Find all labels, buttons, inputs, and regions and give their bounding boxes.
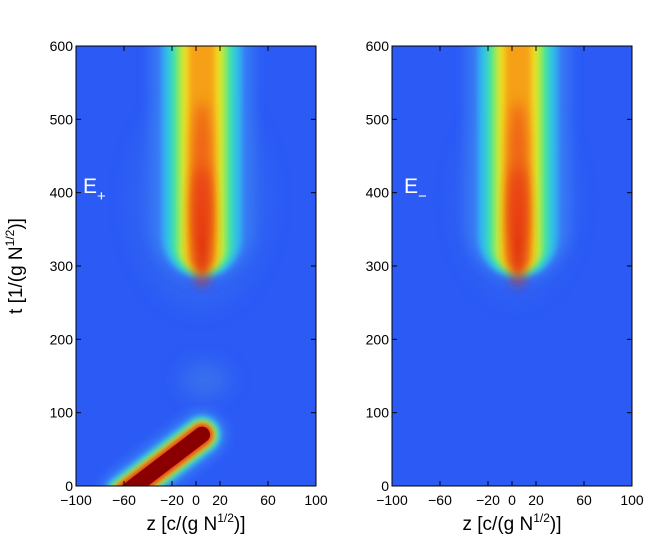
- y-tick-label: 300: [366, 258, 390, 274]
- x-tick-label: 20: [528, 492, 544, 508]
- x-tick-label: 0: [508, 492, 516, 508]
- y-tick-label: 100: [366, 405, 390, 421]
- panel-left: −100 −60 −20 0 20 60 100 0 100 200 300 400 500 600 E+…: [3, 38, 328, 535]
- y-tick-label: 300: [50, 258, 74, 274]
- x-axis-label-right: z [c/(g N1/2)]: [462, 511, 561, 535]
- x-tick-label: 20: [212, 492, 228, 508]
- y-axis-label: t [1/(g N1/2)]: [3, 218, 27, 314]
- beam-left: [150, 46, 254, 286]
- x-tick-label: −20: [476, 492, 500, 508]
- y-tick-label: 600: [50, 38, 74, 54]
- x-tick-label: 100: [304, 492, 328, 508]
- x-tick-label: −100: [60, 492, 92, 508]
- panel-right: −100 −60 −20 0 20 60 100 0 100 200 300 400 500 600 E−…: [366, 38, 644, 535]
- ticks-left: −100 −60 −20 0 20 60 100 0 100 200 300 400 500 600: [50, 38, 328, 508]
- pulse-left: [101, 410, 226, 486]
- y-tick-label: 200: [366, 331, 390, 347]
- pulse-contour: [121, 426, 210, 486]
- y-tick-label: 100: [50, 405, 74, 421]
- y-tick-label: 0: [381, 478, 389, 494]
- x-tick-label: −60: [428, 492, 452, 508]
- beam-core-upper: [193, 101, 211, 241]
- x-tick-label: −20: [160, 492, 184, 508]
- x-tick-label: −100: [376, 492, 408, 508]
- panel-label-left: E+: [83, 175, 106, 205]
- x-tick-label: 100: [620, 492, 644, 508]
- y-tick-label: 500: [50, 111, 74, 127]
- y-tick-label: 500: [366, 111, 390, 127]
- beam-core-upper: [509, 101, 527, 241]
- x-tick-label: 60: [260, 492, 276, 508]
- heatmap-left: [101, 46, 270, 486]
- beam-right: [466, 46, 570, 286]
- x-tick-label: 60: [576, 492, 592, 508]
- ticks-right: −100 −60 −20 0 20 60 100 0 100 200 300 400 500 600: [366, 38, 644, 508]
- y-tick-label: 600: [366, 38, 390, 54]
- y-tick-label: 400: [366, 185, 390, 201]
- x-axis-label-left: z [c/(g N1/2)]: [146, 511, 245, 535]
- x-tick-label: 0: [192, 492, 200, 508]
- heatmap-right: [456, 46, 576, 300]
- y-tick-label: 200: [50, 331, 74, 347]
- panel-label-right: E−: [404, 175, 427, 205]
- y-tick-label: 400: [50, 185, 74, 201]
- x-tick-label: −60: [112, 492, 136, 508]
- y-tick-label: 0: [65, 478, 73, 494]
